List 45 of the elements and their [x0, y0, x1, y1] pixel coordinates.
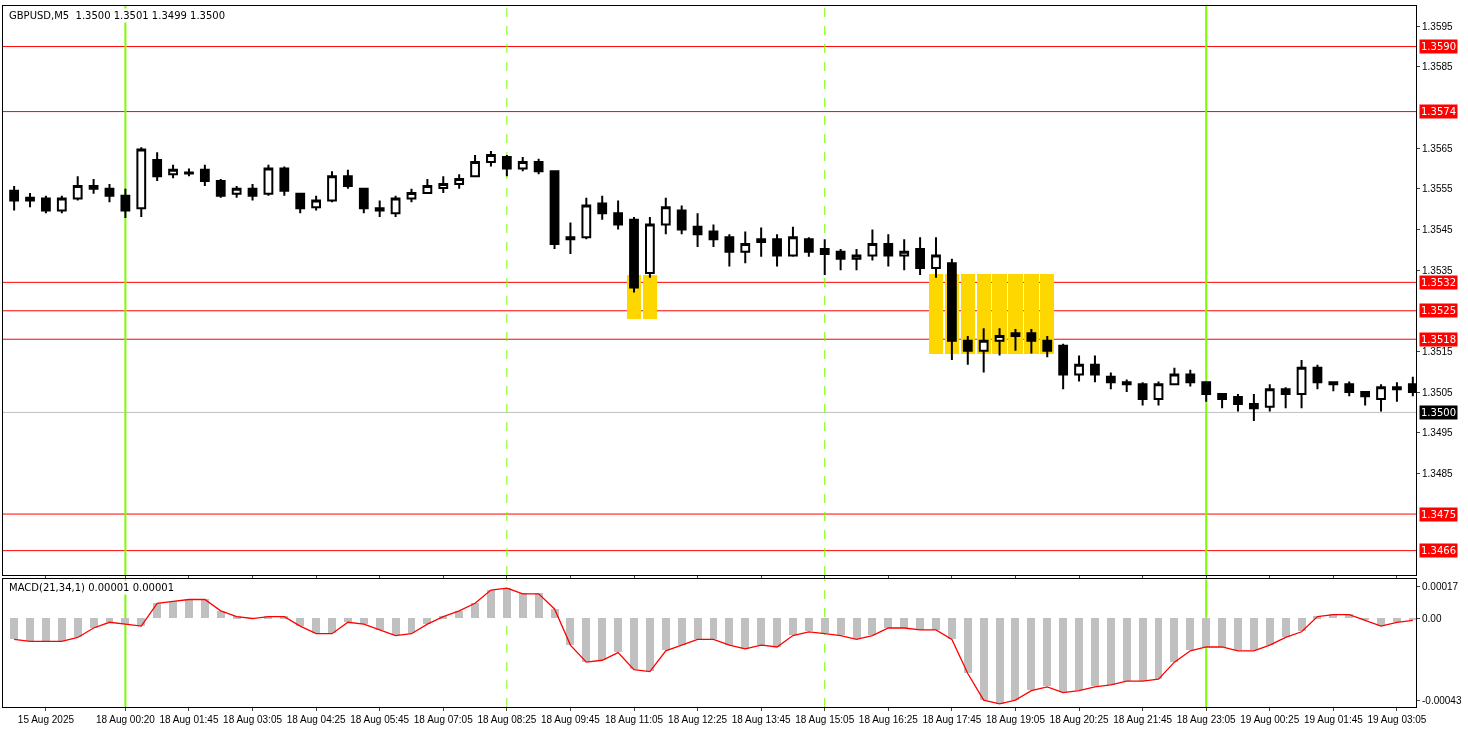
y-tick-label: 1.3495 — [1422, 427, 1454, 439]
ref-line-label: 1.3532 — [1421, 277, 1456, 288]
y-tick-label: 1.3585 — [1422, 61, 1454, 73]
ref-line-label: 1.3590 — [1421, 41, 1456, 52]
x-tick-label: 19 Aug 03:05 — [1367, 713, 1427, 725]
x-tick-label: 18 Aug 15:05 — [795, 713, 855, 725]
y-tick-label: 1.3515 — [1422, 345, 1454, 357]
x-tick-label: 18 Aug 16:25 — [858, 713, 919, 725]
y-tick-label: 1.3555 — [1422, 183, 1454, 195]
y-tick-label: -0.00043 — [1422, 694, 1462, 706]
y-tick-label: 1.3565 — [1422, 142, 1454, 154]
y-tick-label: 1.3545 — [1422, 223, 1454, 235]
x-tick-label: 18 Aug 13:45 — [731, 713, 792, 725]
ref-line-label: 1.3574 — [1421, 106, 1456, 117]
x-tick-label: 18 Aug 12:25 — [668, 713, 728, 725]
x-tick-label: 19 Aug 01:45 — [1303, 713, 1364, 725]
x-tick-label: 18 Aug 19:05 — [985, 713, 1046, 725]
y-tick-label: 1.3595 — [1422, 20, 1454, 32]
x-tick-label: 18 Aug 09:45 — [540, 713, 601, 725]
x-tick-label: 18 Aug 08:25 — [477, 713, 537, 725]
y-tick-label: 1.3505 — [1422, 386, 1454, 398]
x-tick-label: 18 Aug 04:25 — [286, 713, 347, 725]
x-tick-label: 19 Aug 00:25 — [1240, 713, 1300, 725]
y-tick-label: 0.00017 — [1422, 580, 1459, 592]
y-tick-label: 1.3535 — [1422, 264, 1454, 276]
x-tick-label: 18 Aug 20:25 — [1049, 713, 1109, 725]
x-tick-label: 18 Aug 01:45 — [159, 713, 219, 725]
x-tick-label: 18 Aug 21:45 — [1113, 713, 1173, 725]
x-tick-label: 15 Aug 2025 — [17, 713, 75, 725]
x-tick-label: 18 Aug 03:05 — [223, 713, 283, 725]
chart-title: MACD(21,34,1) 0.00001 0.00001 — [9, 582, 175, 593]
x-tick-label: 18 Aug 17:45 — [922, 713, 982, 725]
x-tick-label: 18 Aug 23:05 — [1176, 713, 1237, 725]
ref-line-label: 1.3466 — [1421, 545, 1456, 556]
ref-line-label: 1.3518 — [1421, 334, 1456, 345]
y-tick-label: 0.00 — [1422, 612, 1442, 624]
ref-line-label: 1.3475 — [1421, 509, 1456, 520]
ref-line-label: 1.3525 — [1421, 305, 1456, 316]
x-tick-label: 18 Aug 00:20 — [95, 713, 156, 725]
chart-title: GBPUSD,M5 1.3500 1.3501 1.3499 1.3500 — [9, 10, 226, 21]
x-tick-label: 18 Aug 11:05 — [604, 713, 664, 725]
ref-line-label: 1.3500 — [1421, 407, 1456, 418]
y-tick-label: 1.3485 — [1422, 467, 1454, 479]
x-tick-label: 18 Aug 07:05 — [413, 713, 474, 725]
x-tick-label: 18 Aug 05:45 — [350, 713, 410, 725]
